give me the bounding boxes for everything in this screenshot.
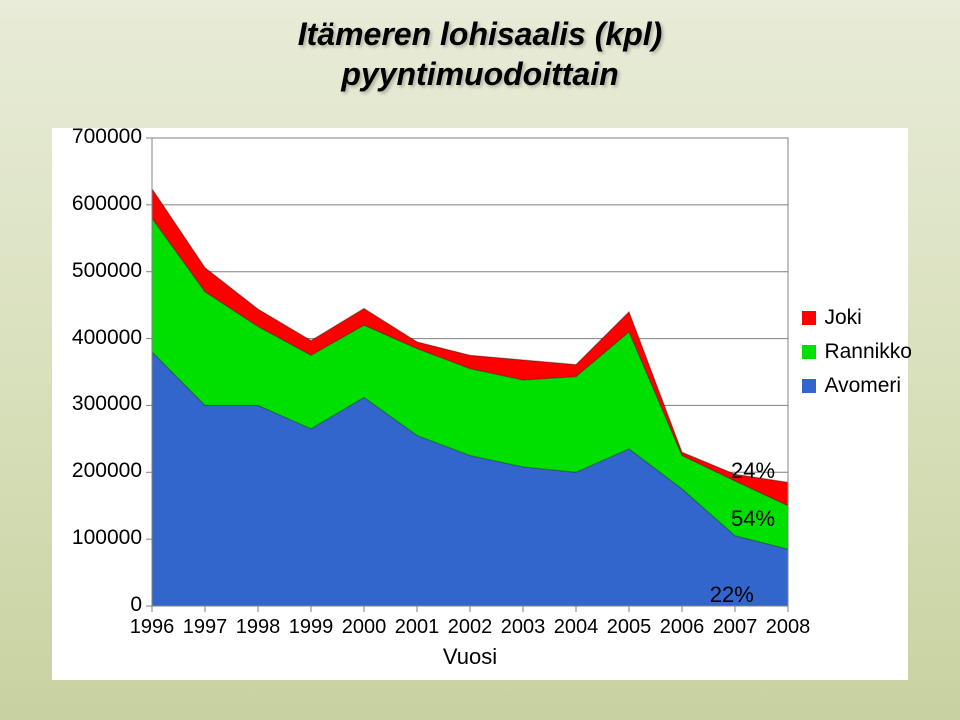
legend-label: Avomeri — [824, 374, 901, 398]
legend-label: Joki — [824, 306, 861, 330]
y-tick-label: 500000 — [42, 259, 142, 283]
legend-item: Rannikko — [802, 340, 912, 364]
x-tick-label: 1998 — [236, 616, 281, 639]
title-line-2: pyyntimuodoittain — [341, 56, 618, 92]
x-tick-label: 2008 — [766, 616, 811, 639]
legend-swatch — [802, 379, 816, 393]
title-line-1: Itämeren lohisaalis (kpl) — [298, 16, 663, 52]
legend-label: Rannikko — [824, 340, 912, 364]
legend-swatch — [802, 345, 816, 359]
y-tick-label: 200000 — [42, 459, 142, 483]
chart-area: 0100000200000300000400000500000600000700… — [52, 128, 908, 680]
x-tick-label: 2003 — [501, 616, 546, 639]
y-tick-label: 400000 — [42, 326, 142, 350]
x-tick-label: 2007 — [713, 616, 758, 639]
y-tick-label: 300000 — [42, 392, 142, 416]
chart-title: Itämeren lohisaalis (kpl) pyyntimuodoitt… — [0, 14, 960, 94]
y-tick-label: 600000 — [42, 192, 142, 216]
x-tick-label: 2006 — [660, 616, 705, 639]
legend-item: Avomeri — [802, 374, 912, 398]
area-chart-svg — [52, 128, 908, 680]
chart-legend: Joki Rannikko Avomeri — [802, 306, 912, 408]
percent-annotation: 54% — [731, 506, 775, 532]
x-tick-label: 2004 — [554, 616, 599, 639]
x-tick-label: 2002 — [448, 616, 493, 639]
legend-item: Joki — [802, 306, 912, 330]
y-tick-label: 700000 — [42, 125, 142, 149]
x-tick-label: 2001 — [395, 616, 440, 639]
x-tick-label: 2000 — [342, 616, 387, 639]
x-tick-label: 1997 — [183, 616, 228, 639]
x-tick-label: 2005 — [607, 616, 652, 639]
x-tick-label: 1996 — [130, 616, 175, 639]
percent-annotation: 24% — [731, 458, 775, 484]
percent-annotation: 22% — [710, 582, 754, 608]
y-tick-label: 100000 — [42, 526, 142, 550]
x-axis-title: Vuosi — [443, 644, 497, 670]
x-tick-label: 1999 — [289, 616, 334, 639]
y-tick-label: 0 — [42, 593, 142, 617]
legend-swatch — [802, 311, 816, 325]
